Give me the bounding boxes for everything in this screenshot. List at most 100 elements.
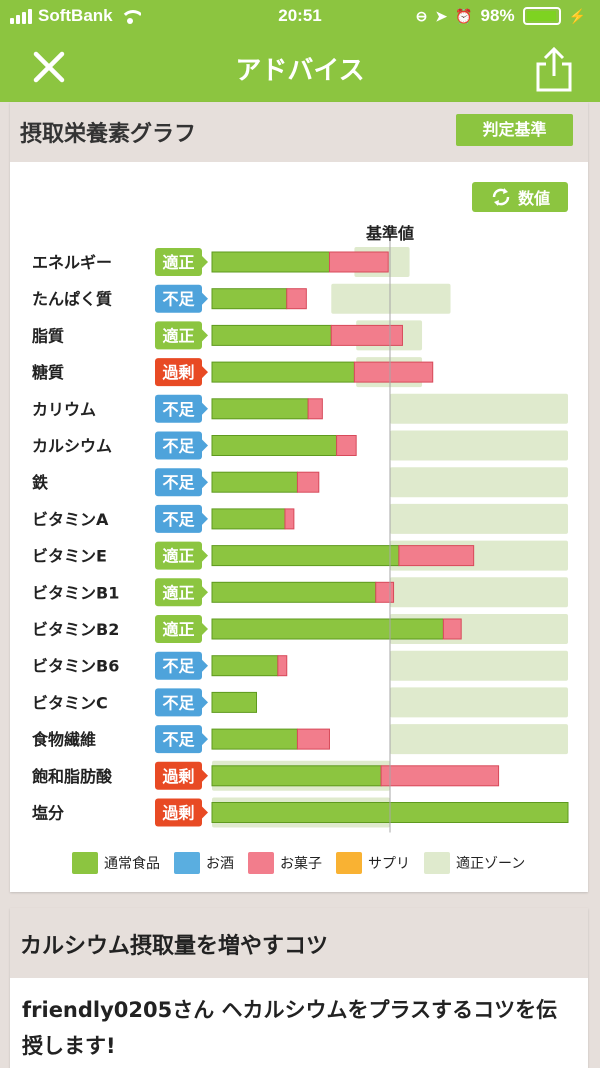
sweets-bar [375, 581, 395, 603]
status-tag-arrow [202, 733, 208, 746]
status-tag-label: 適正 [162, 547, 194, 566]
status-tag-bg [155, 431, 202, 460]
nav-bar: アドバイス [0, 34, 600, 102]
sweets-bar [284, 508, 295, 530]
status-tag-bg [155, 725, 202, 754]
sweets-bar [328, 251, 389, 273]
status-tag: 不足 [155, 688, 208, 717]
status-tag-arrow [202, 806, 208, 819]
nutrition-card-header: 摂取栄養素グラフ 判定基準 [10, 102, 588, 162]
nutrient-label: 脂質 [32, 326, 64, 345]
criteria-button[interactable]: 判定基準 [456, 114, 573, 146]
status-tag-bg [155, 468, 202, 497]
zone-bar [390, 650, 568, 681]
status-left: SoftBank [10, 6, 141, 26]
chart-row: 鉄 不足 [32, 467, 568, 498]
nutrition-graph-card: 摂取栄養素グラフ 判定基準 数値 基準値 エネルギー 適正 たんぱく質 不足 脂質 適正糖… [10, 102, 588, 892]
zone-bar [390, 503, 568, 534]
nutrient-label: ビタミンE [32, 547, 107, 566]
status-tag: 不足 [155, 725, 208, 754]
alarm-icon: ⏰ [455, 7, 473, 24]
status-tag-arrow [202, 586, 208, 599]
chart-row: ビタミンB1 適正 [32, 577, 568, 608]
food-bar [211, 508, 286, 530]
chart-row: ビタミンE 適正 [32, 540, 568, 571]
status-tag-bg [155, 578, 202, 607]
food-bar [211, 655, 279, 677]
zone-bar [390, 393, 568, 424]
status-tag-bg [155, 615, 202, 643]
status-tag-arrow [202, 512, 208, 525]
legend-label: お酒 [206, 856, 234, 872]
chart-row: 飽和脂肪酸 過剰 [31, 760, 500, 791]
chart-row: ビタミンC 不足 [32, 687, 568, 718]
food-bar [211, 618, 444, 640]
tips-card[interactable]: カルシウム摂取量を増やすコツ friendly0205さん ヘカルシウムをプラス… [10, 908, 588, 1068]
status-tag-bg [155, 248, 202, 276]
status-tag-arrow [202, 366, 208, 379]
status-tag-arrow [202, 659, 208, 672]
chart-row: 食物繊維 不足 [31, 724, 568, 755]
status-tag-bg [155, 321, 202, 350]
food-bar [211, 324, 332, 346]
legend-item: 通常食品 [72, 852, 160, 874]
nutrient-label: カリウム [32, 400, 96, 419]
tips-card-title: カルシウム摂取量を増やすコツ [20, 934, 329, 959]
zone-bar [390, 467, 568, 498]
status-time: 20:51 [278, 6, 322, 25]
legend-label: お菓子 [280, 856, 322, 872]
legend-item: お菓子 [248, 852, 322, 874]
legend-swatch [72, 852, 98, 874]
sweets-bar [336, 435, 357, 456]
charging-icon: ⚡ [568, 7, 586, 24]
status-tag: 適正 [155, 615, 208, 643]
legend-swatch [174, 852, 200, 874]
status-tag: 過剰 [155, 798, 208, 827]
sweets-bar [330, 324, 403, 346]
zone-bar [390, 687, 568, 718]
food-bar [211, 251, 330, 273]
legend-label: 通常食品 [104, 856, 160, 872]
show-values-button[interactable]: 数値 [472, 182, 568, 212]
status-tag-label: 適正 [162, 620, 194, 639]
chart-row: 糖質 過剰 [32, 357, 434, 388]
rotation-lock-icon: ⊖ [415, 7, 428, 24]
sweets-bar [296, 471, 320, 493]
status-tag-arrow [202, 696, 208, 709]
nutrient-label: ビタミンC [32, 693, 108, 712]
nutrient-label: エネルギー [32, 253, 112, 272]
share-button[interactable] [532, 46, 576, 94]
wifi-icon [119, 8, 141, 24]
status-tag: 適正 [155, 248, 208, 276]
sweets-bar [398, 545, 475, 567]
chart-row: カルシウム 不足 [32, 430, 568, 461]
sweets-bar [296, 728, 330, 750]
status-tag: 不足 [155, 394, 208, 423]
status-tag-label: 過剰 [161, 767, 194, 786]
status-tag-label: 適正 [162, 326, 194, 345]
carrier-label: SoftBank [38, 6, 113, 25]
nutrient-label: ビタミンB6 [32, 657, 119, 676]
show-values-label: 数値 [517, 189, 550, 208]
status-tag-label: 不足 [162, 290, 195, 309]
status-tag: 不足 [155, 431, 208, 460]
nutrient-label: たんぱく質 [32, 290, 112, 309]
sweets-bar [442, 618, 462, 640]
nutrient-label: 飽和脂肪酸 [31, 767, 113, 786]
sweets-bar [307, 398, 323, 420]
status-tag-bg [155, 394, 202, 423]
status-tag: 不足 [155, 504, 208, 533]
chart-row: たんぱく質 不足 [32, 283, 451, 314]
legend-swatch [424, 852, 450, 874]
close-button[interactable] [28, 48, 70, 88]
status-tag-arrow [202, 402, 208, 415]
status-bar: SoftBank 20:51 ⊖ ➤ ⏰ 98% ⚡ [0, 0, 600, 34]
chart-row: カリウム 不足 [32, 393, 568, 424]
status-tag-arrow [202, 292, 208, 305]
status-right: ⊖ ➤ ⏰ 98% ⚡ [416, 6, 586, 26]
status-tag-label: 不足 [162, 473, 195, 492]
status-tag-arrow [202, 256, 208, 268]
food-bar [211, 691, 257, 713]
food-bar [211, 435, 338, 456]
status-tag-bg [155, 798, 202, 827]
